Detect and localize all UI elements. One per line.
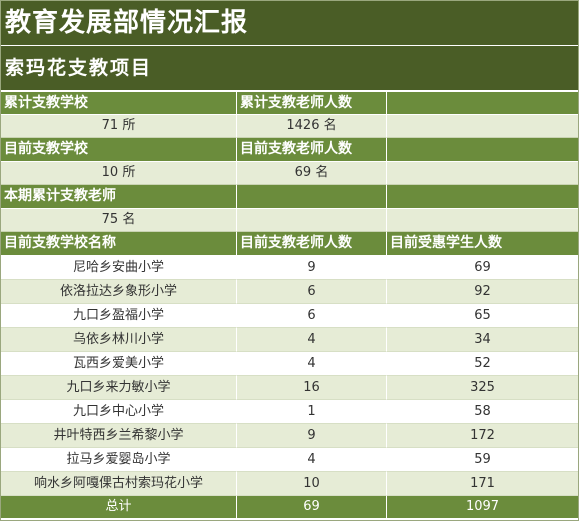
school-name-cell: 尼哈乡安曲小学 <box>1 256 237 280</box>
student-count-cell: 172 <box>387 424 578 448</box>
project-title: 索玛花支教项目 <box>1 46 578 92</box>
teacher-count-cell: 6 <box>237 304 387 328</box>
table-row: 瓦西乡爱美小学 4 52 <box>1 352 578 376</box>
school-name-cell: 响水乡阿嘎倮古村索玛花小学 <box>1 472 237 496</box>
summary-header-cumulative: 累计支教学校 累计支教老师人数 <box>1 92 578 115</box>
cumulative-schools-label: 累计支教学校 <box>1 92 237 115</box>
teacher-count-cell: 4 <box>237 328 387 352</box>
school-name-cell: 九口乡盈福小学 <box>1 304 237 328</box>
total-label: 总计 <box>1 496 237 519</box>
current-teachers-value: 69 名 <box>237 162 387 185</box>
total-teachers: 69 <box>237 496 387 519</box>
student-count-cell: 65 <box>387 304 578 328</box>
table-row: 拉马乡爱婴岛小学 4 59 <box>1 448 578 472</box>
summary-header-current: 目前支教学校 目前支教老师人数 <box>1 138 578 162</box>
teacher-count-cell: 4 <box>237 448 387 472</box>
current-schools-value: 10 所 <box>1 162 237 185</box>
empty-value-cell <box>387 162 578 185</box>
column-header-teachers: 目前支教老师人数 <box>237 232 387 256</box>
summary-values-current: 10 所 69 名 <box>1 162 578 185</box>
column-header-students: 目前受惠学生人数 <box>387 232 578 256</box>
total-students: 1097 <box>387 496 578 519</box>
table-row: 尼哈乡安曲小学 9 69 <box>1 256 578 280</box>
total-row: 总计 69 1097 <box>1 496 578 519</box>
teacher-count-cell: 1 <box>237 400 387 424</box>
teacher-count-cell: 9 <box>237 256 387 280</box>
page-title: 教育发展部情况汇报 <box>1 1 578 46</box>
table-row: 九口乡盈福小学 6 65 <box>1 304 578 328</box>
column-header-school: 目前支教学校名称 <box>1 232 237 256</box>
current-teachers-label: 目前支教老师人数 <box>237 138 387 162</box>
school-name-cell: 井叶特西乡兰希黎小学 <box>1 424 237 448</box>
school-name-cell: 九口乡来力敏小学 <box>1 376 237 400</box>
school-name-cell: 瓦西乡爱美小学 <box>1 352 237 376</box>
empty-header-cell <box>237 185 387 209</box>
summary-values-cumulative: 71 所 1426 名 <box>1 115 578 138</box>
cumulative-teachers-value: 1426 名 <box>237 115 387 138</box>
school-name-cell: 九口乡中心小学 <box>1 400 237 424</box>
teacher-count-cell: 6 <box>237 280 387 304</box>
current-schools-label: 目前支教学校 <box>1 138 237 162</box>
table-row: 九口乡中心小学 1 58 <box>1 400 578 424</box>
summary-header-period: 本期累计支教老师 <box>1 185 578 209</box>
period-teachers-value: 75 名 <box>1 209 237 232</box>
school-table-header: 目前支教学校名称 目前支教老师人数 目前受惠学生人数 <box>1 232 578 256</box>
student-count-cell: 58 <box>387 400 578 424</box>
teacher-count-cell: 16 <box>237 376 387 400</box>
teacher-count-cell: 9 <box>237 424 387 448</box>
student-count-cell: 52 <box>387 352 578 376</box>
student-count-cell: 34 <box>387 328 578 352</box>
teacher-count-cell: 10 <box>237 472 387 496</box>
table-row: 乌依乡林川小学 4 34 <box>1 328 578 352</box>
empty-header-cell <box>387 138 578 162</box>
table-row: 井叶特西乡兰希黎小学 9 172 <box>1 424 578 448</box>
school-name-cell: 乌依乡林川小学 <box>1 328 237 352</box>
school-name-cell: 拉马乡爱婴岛小学 <box>1 448 237 472</box>
empty-header-cell <box>387 185 578 209</box>
table-row: 依洛拉达乡象形小学 6 92 <box>1 280 578 304</box>
empty-value-cell <box>387 115 578 138</box>
cumulative-schools-value: 71 所 <box>1 115 237 138</box>
school-name-cell: 依洛拉达乡象形小学 <box>1 280 237 304</box>
student-count-cell: 325 <box>387 376 578 400</box>
period-teachers-label: 本期累计支教老师 <box>1 185 237 209</box>
student-count-cell: 171 <box>387 472 578 496</box>
empty-header-cell <box>387 92 578 115</box>
empty-value-cell <box>237 209 387 232</box>
empty-value-cell <box>387 209 578 232</box>
student-count-cell: 59 <box>387 448 578 472</box>
summary-values-period: 75 名 <box>1 209 578 232</box>
student-count-cell: 69 <box>387 256 578 280</box>
teacher-count-cell: 4 <box>237 352 387 376</box>
cumulative-teachers-label: 累计支教老师人数 <box>237 92 387 115</box>
table-row: 响水乡阿嘎倮古村索玛花小学 10 171 <box>1 472 578 496</box>
student-count-cell: 92 <box>387 280 578 304</box>
table-row: 九口乡来力敏小学 16 325 <box>1 376 578 400</box>
